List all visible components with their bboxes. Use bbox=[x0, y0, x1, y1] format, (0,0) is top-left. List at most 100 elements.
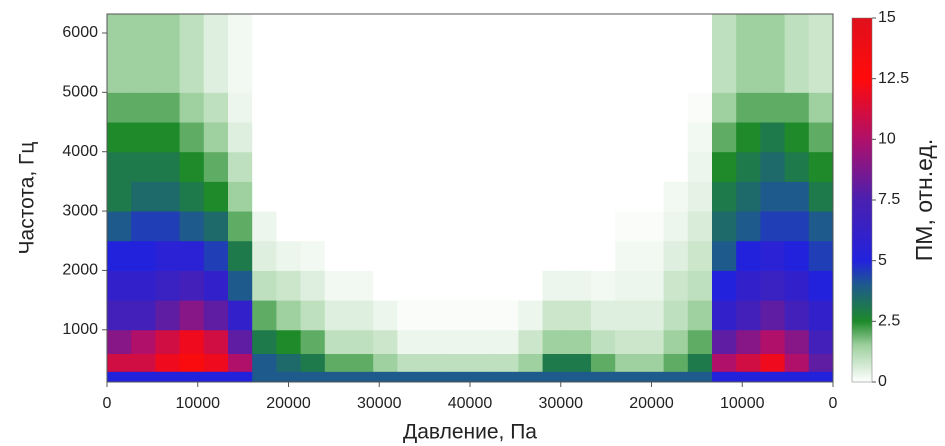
heat-cell bbox=[688, 300, 713, 330]
heat-cell bbox=[204, 270, 229, 300]
heat-cell bbox=[809, 354, 834, 372]
heat-cell bbox=[664, 241, 689, 271]
heat-cell bbox=[131, 270, 156, 300]
heatmap bbox=[107, 14, 834, 383]
heat-cell bbox=[809, 152, 834, 182]
heat-cell bbox=[325, 270, 350, 300]
heat-cell bbox=[397, 152, 422, 182]
heat-cell bbox=[809, 211, 834, 241]
heat-cell bbox=[639, 181, 664, 211]
heat-cell bbox=[107, 330, 132, 354]
heat-cell bbox=[180, 300, 205, 330]
heat-cell bbox=[688, 152, 713, 182]
heat-cell bbox=[131, 122, 156, 152]
heat-cell bbox=[397, 122, 422, 152]
heat-cell bbox=[712, 211, 737, 241]
heat-cell bbox=[736, 241, 761, 271]
heat-cell bbox=[712, 300, 737, 330]
heat-cell bbox=[664, 14, 689, 93]
heat-cell bbox=[470, 122, 495, 152]
heat-cell bbox=[276, 152, 301, 182]
heat-cell bbox=[349, 92, 374, 122]
heat-cell bbox=[494, 300, 519, 330]
heat-cell bbox=[591, 14, 616, 93]
heat-cell bbox=[639, 330, 664, 354]
heat-cell bbox=[639, 300, 664, 330]
heat-cell bbox=[155, 241, 180, 271]
colorbar-tick-label: 5 bbox=[878, 252, 887, 269]
heat-cell bbox=[736, 270, 761, 300]
heat-cell bbox=[422, 92, 447, 122]
heat-cell bbox=[446, 152, 471, 182]
heat-cell bbox=[349, 330, 374, 354]
heat-cell bbox=[349, 241, 374, 271]
heat-cell bbox=[228, 241, 253, 271]
heat-cell bbox=[252, 241, 277, 271]
heat-cell bbox=[543, 152, 568, 182]
heat-cell bbox=[591, 354, 616, 372]
heat-cell bbox=[664, 371, 689, 382]
heat-cell bbox=[228, 181, 253, 211]
heat-cell bbox=[131, 300, 156, 330]
heat-cell bbox=[664, 270, 689, 300]
heat-cell bbox=[543, 270, 568, 300]
heat-cell bbox=[107, 122, 132, 152]
heat-cell bbox=[252, 211, 277, 241]
heat-cell bbox=[373, 371, 398, 382]
heat-cell bbox=[543, 241, 568, 271]
heat-cell bbox=[639, 211, 664, 241]
heat-cell bbox=[373, 354, 398, 372]
heat-cell bbox=[325, 211, 350, 241]
heat-cell bbox=[349, 300, 374, 330]
heat-cell bbox=[470, 371, 495, 382]
heat-cell bbox=[494, 152, 519, 182]
heat-cell bbox=[107, 241, 132, 271]
heat-cell bbox=[422, 122, 447, 152]
x-tick-label: 40000 bbox=[448, 395, 493, 412]
heat-cell bbox=[301, 92, 326, 122]
heat-cell bbox=[615, 330, 640, 354]
heat-cell bbox=[228, 14, 253, 93]
heat-cell bbox=[688, 241, 713, 271]
heat-cell bbox=[180, 270, 205, 300]
heat-cell bbox=[567, 152, 592, 182]
colorbar-tick-label: 2.5 bbox=[878, 313, 900, 330]
heat-cell bbox=[809, 270, 834, 300]
heat-cell bbox=[494, 371, 519, 382]
heat-cell bbox=[397, 300, 422, 330]
heat-cell bbox=[252, 300, 277, 330]
heat-cell bbox=[325, 122, 350, 152]
heat-cell bbox=[422, 152, 447, 182]
heat-cell bbox=[252, 270, 277, 300]
heat-cell bbox=[107, 181, 132, 211]
heat-cell bbox=[591, 122, 616, 152]
heat-cell bbox=[809, 122, 834, 152]
heat-cell bbox=[397, 92, 422, 122]
heat-cell bbox=[543, 181, 568, 211]
heat-cell bbox=[470, 241, 495, 271]
heat-cell bbox=[567, 354, 592, 372]
heat-cell bbox=[664, 92, 689, 122]
heat-cell bbox=[276, 371, 301, 382]
heat-cell bbox=[494, 241, 519, 271]
heat-cell bbox=[567, 211, 592, 241]
heat-cell bbox=[446, 354, 471, 372]
heat-cell bbox=[131, 152, 156, 182]
heat-cell bbox=[760, 14, 785, 93]
heat-cell bbox=[543, 354, 568, 372]
heat-cell bbox=[615, 14, 640, 93]
heat-cell bbox=[252, 181, 277, 211]
heat-cell bbox=[446, 92, 471, 122]
heat-cell bbox=[809, 330, 834, 354]
heat-cell bbox=[470, 330, 495, 354]
heat-cell bbox=[712, 354, 737, 372]
heat-cell bbox=[155, 330, 180, 354]
heat-cell bbox=[591, 330, 616, 354]
heat-cell bbox=[301, 300, 326, 330]
heat-cell bbox=[567, 181, 592, 211]
heat-cell bbox=[397, 330, 422, 354]
heat-cell bbox=[301, 14, 326, 93]
heat-cell bbox=[785, 354, 810, 372]
heat-cell bbox=[180, 152, 205, 182]
heat-cell bbox=[204, 122, 229, 152]
